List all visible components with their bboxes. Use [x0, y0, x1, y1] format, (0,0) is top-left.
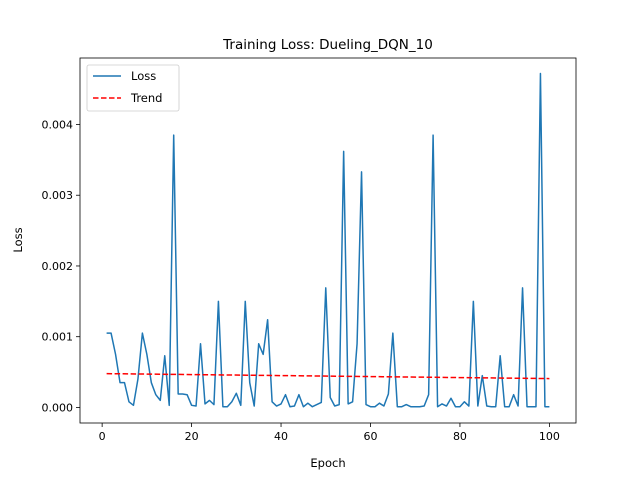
y-tick-label: 0.000 [42, 401, 74, 414]
x-tick-label: 100 [539, 430, 560, 443]
y-tick-label: 0.004 [42, 118, 74, 131]
series-layer [106, 72, 550, 408]
plot-area [79, 57, 577, 424]
series-line-loss [106, 72, 550, 408]
y-tick-label: 0.003 [42, 189, 74, 202]
legend: Loss Trend [86, 64, 180, 112]
chart-title: Training Loss: Dueling_DQN_10 [222, 37, 433, 53]
legend-label-loss: Loss [131, 69, 156, 83]
y-axis-label: Loss [11, 227, 25, 252]
x-tick-label: 0 [99, 430, 106, 443]
x-tick-label: 60 [363, 430, 377, 443]
y-axis: 0.000 0.001 0.002 0.003 0.004 [42, 118, 80, 414]
y-tick-label: 0.001 [42, 331, 74, 344]
x-tick-label: 40 [274, 430, 288, 443]
x-axis-label: Epoch [310, 456, 345, 470]
series-line-trend [106, 372, 550, 380]
x-tick-label: 20 [185, 430, 199, 443]
x-tick-label: 80 [453, 430, 467, 443]
y-tick-label: 0.002 [42, 260, 74, 273]
plot-frame [79, 57, 577, 424]
legend-label-trend: Trend [130, 91, 162, 105]
x-axis: 0 20 40 60 80 100 [99, 423, 560, 443]
